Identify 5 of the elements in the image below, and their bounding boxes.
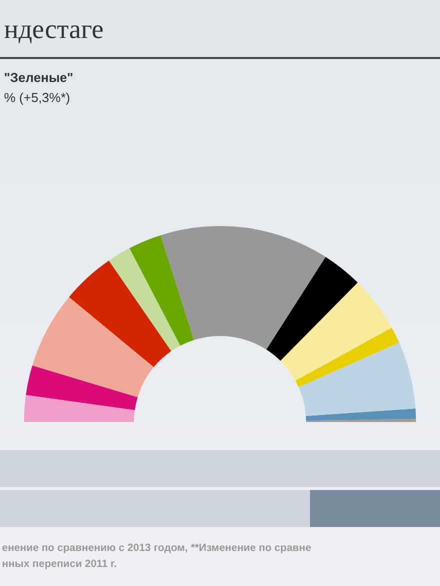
text: енение по сравнению с 2013 годом, **Изменение по сравне (2, 541, 312, 556)
chart-title: ндестаге (4, 14, 104, 45)
text: % (+5,3%*) (4, 90, 70, 105)
text: нных переписи 2011 г. (2, 557, 118, 572)
text: "Зеленые" (4, 70, 74, 85)
